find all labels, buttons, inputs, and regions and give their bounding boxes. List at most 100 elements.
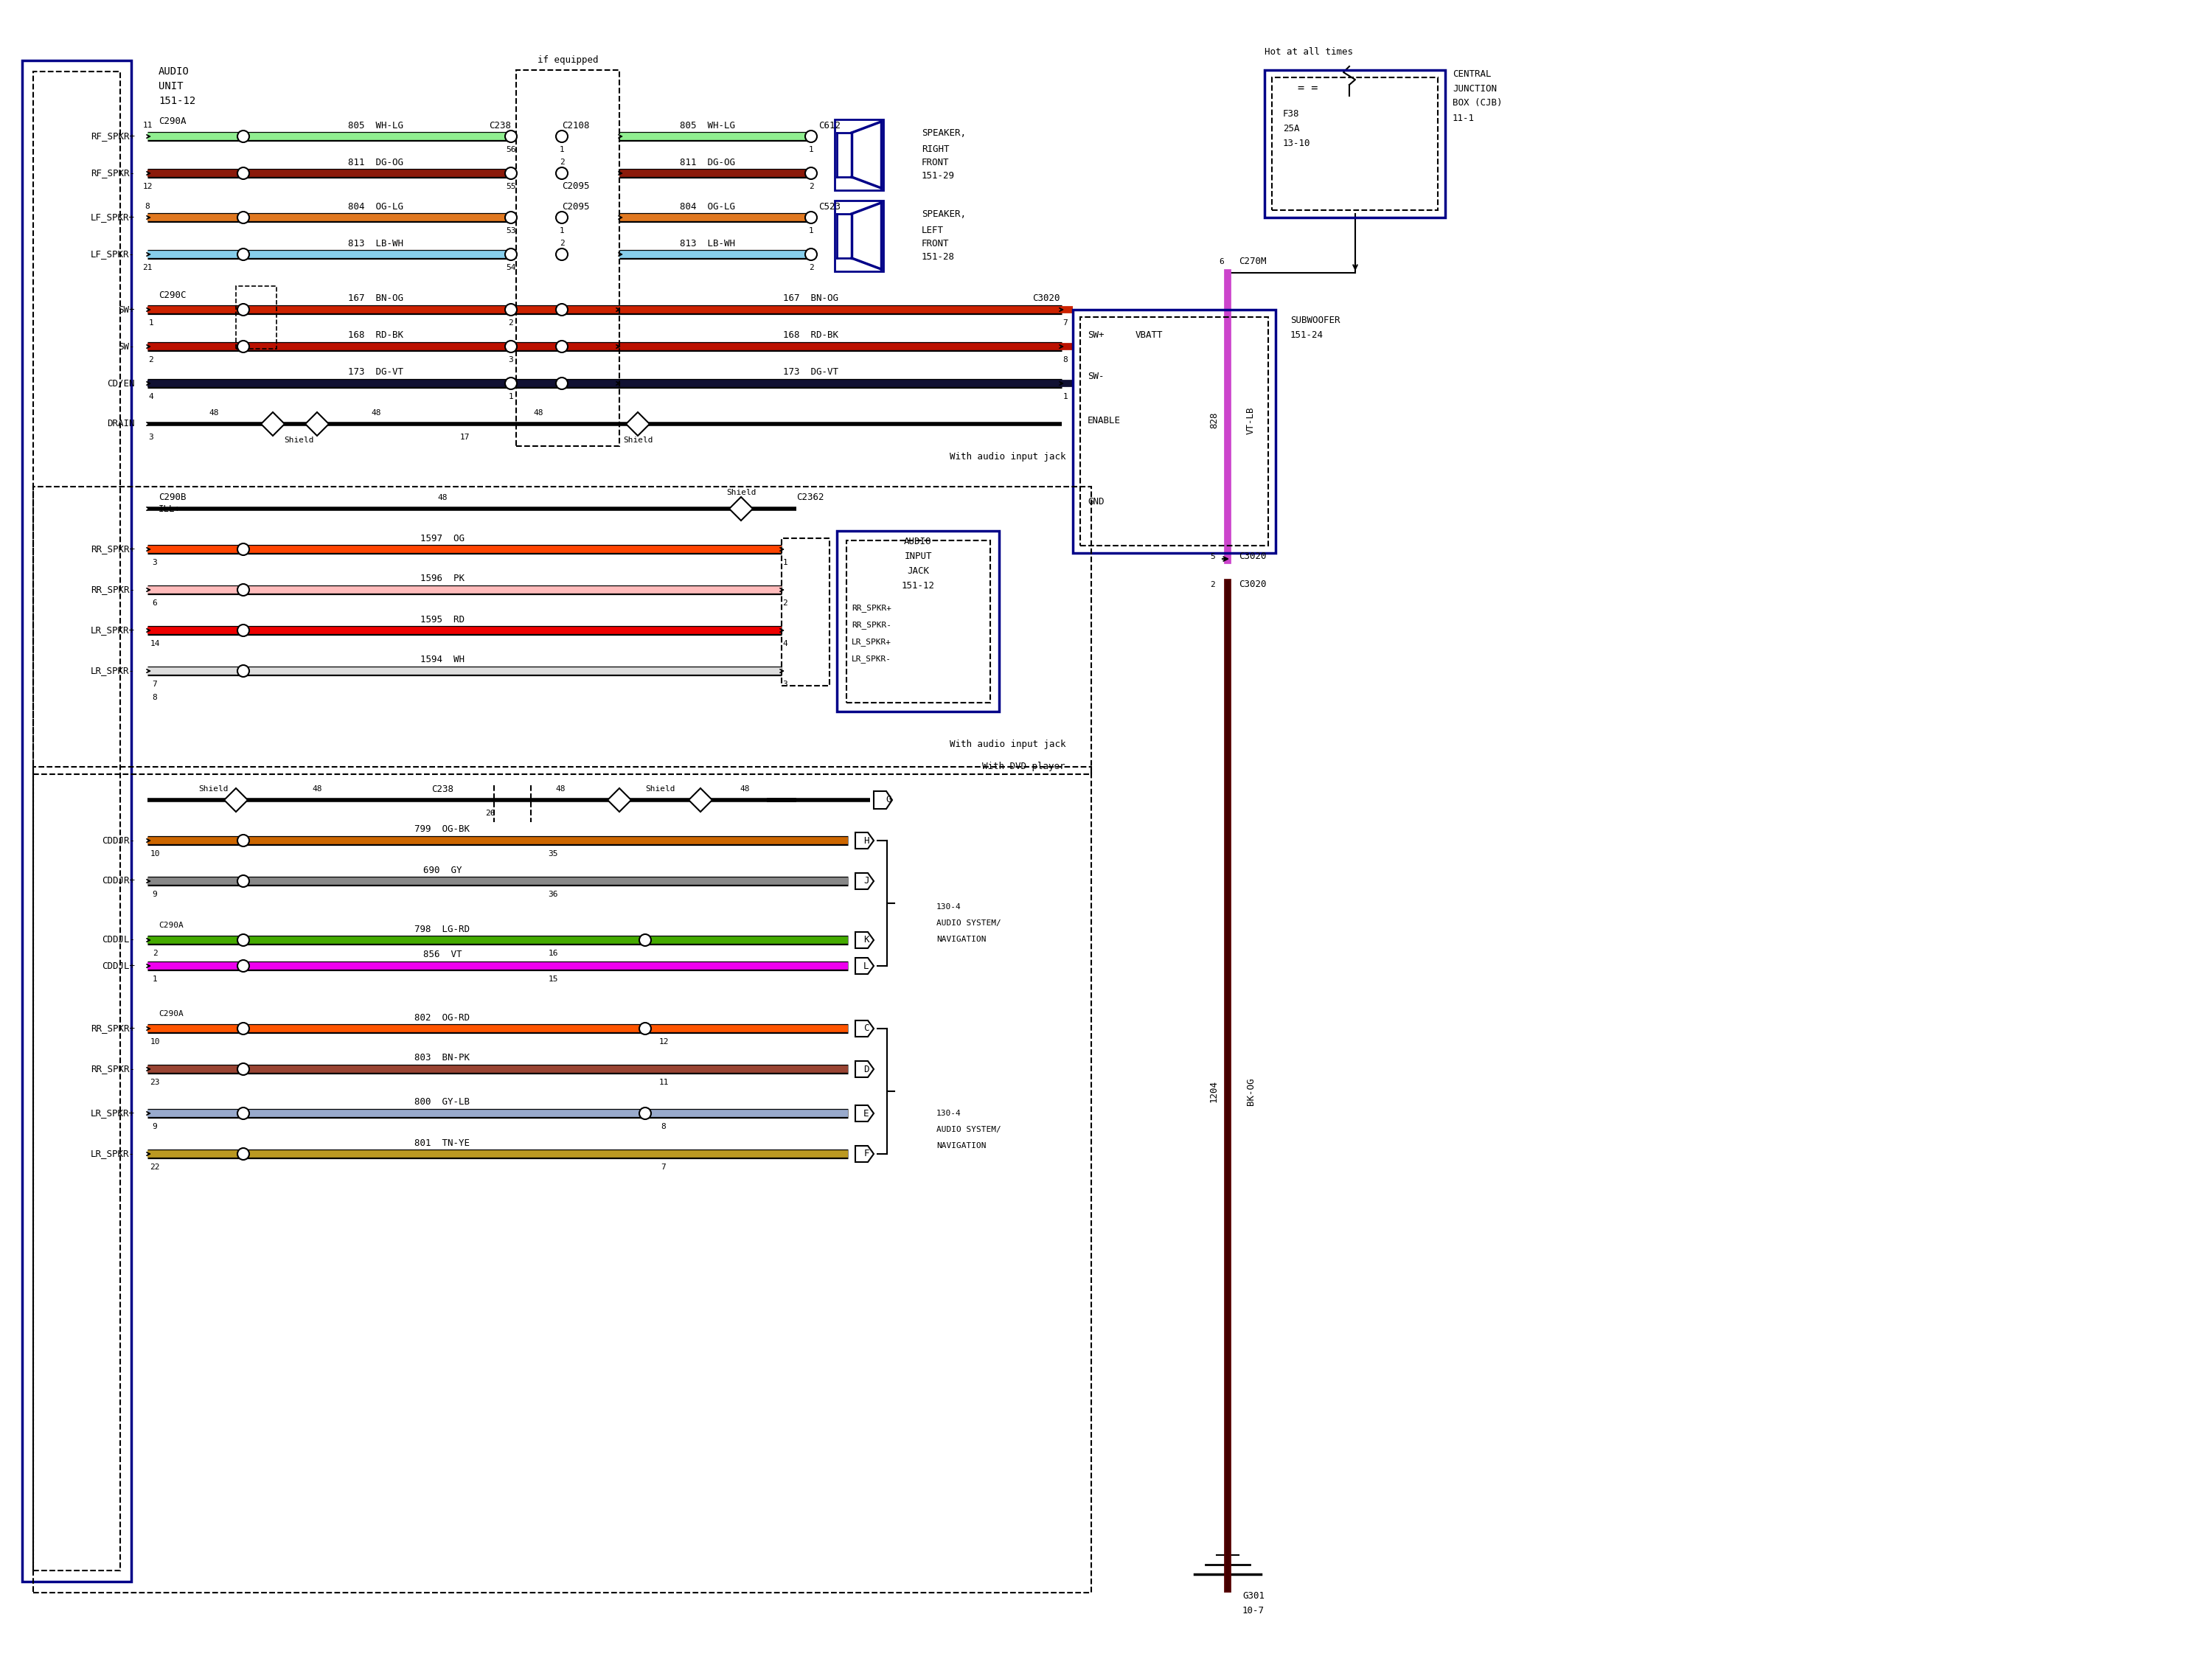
Text: C2095: C2095 <box>562 202 588 211</box>
Text: Hot at all times: Hot at all times <box>1265 46 1354 56</box>
Text: 4: 4 <box>148 393 153 400</box>
Text: 798  LG-RD: 798 LG-RD <box>416 924 469 934</box>
Text: C: C <box>863 1024 869 1034</box>
Text: 6: 6 <box>153 599 157 607</box>
Text: SW-: SW- <box>119 342 135 352</box>
Polygon shape <box>261 411 285 436</box>
Polygon shape <box>856 932 874 949</box>
Text: 4: 4 <box>783 640 787 647</box>
Text: BOX (CJB): BOX (CJB) <box>1453 98 1502 108</box>
Text: Shield: Shield <box>646 785 675 793</box>
Text: 173  DG-VT: 173 DG-VT <box>349 368 403 377</box>
Text: SPEAKER,: SPEAKER, <box>922 128 967 138</box>
Text: FRONT: FRONT <box>922 158 949 168</box>
Text: With audio input jack: With audio input jack <box>949 453 1066 461</box>
Text: 8: 8 <box>146 202 150 211</box>
Polygon shape <box>856 1062 874 1077</box>
Text: FRONT: FRONT <box>922 239 949 249</box>
Text: Shield: Shield <box>283 436 314 445</box>
Text: CDDJR-: CDDJR- <box>102 836 135 846</box>
Bar <box>33 71 119 1571</box>
Text: 9: 9 <box>153 1123 157 1130</box>
Text: RR_SPKR+: RR_SPKR+ <box>852 604 891 612</box>
Text: LR_SPKR-: LR_SPKR- <box>91 667 135 675</box>
Text: VBATT: VBATT <box>1135 330 1164 340</box>
Text: 3: 3 <box>783 680 787 688</box>
Text: NAVIGATION: NAVIGATION <box>936 936 987 942</box>
Text: 3: 3 <box>509 357 513 363</box>
Bar <box>33 766 1091 1593</box>
Text: C523: C523 <box>818 202 841 211</box>
Circle shape <box>555 340 568 352</box>
Text: 9: 9 <box>153 891 157 898</box>
Circle shape <box>237 624 250 637</box>
Text: CDDJL-: CDDJL- <box>102 936 135 946</box>
Text: With audio input jack: With audio input jack <box>949 740 1066 750</box>
Bar <box>515 70 619 446</box>
Circle shape <box>237 1022 250 1035</box>
Text: 1: 1 <box>810 227 814 234</box>
Text: 10-7: 10-7 <box>1243 1606 1265 1616</box>
Bar <box>237 285 276 348</box>
Text: 805  WH-LG: 805 WH-LG <box>349 121 403 129</box>
Text: JACK: JACK <box>907 567 929 576</box>
Text: AUDIO: AUDIO <box>159 66 190 76</box>
Text: 22: 22 <box>150 1163 159 1171</box>
Text: CD/EN: CD/EN <box>106 378 135 388</box>
Text: Shield: Shield <box>624 436 653 445</box>
Text: CDDJL+: CDDJL+ <box>102 961 135 971</box>
Text: 1: 1 <box>810 146 814 153</box>
Text: 36: 36 <box>549 891 557 898</box>
Circle shape <box>237 1108 250 1120</box>
Text: RF_SPKR+: RF_SPKR+ <box>91 131 135 141</box>
Text: 11: 11 <box>142 121 153 129</box>
Text: 151-12: 151-12 <box>159 96 195 106</box>
Polygon shape <box>856 833 874 849</box>
Text: C612: C612 <box>818 121 841 129</box>
Polygon shape <box>626 411 650 436</box>
Polygon shape <box>305 411 330 436</box>
Text: RIGHT: RIGHT <box>922 144 949 154</box>
Bar <box>834 119 883 191</box>
Circle shape <box>504 249 518 260</box>
Text: RR_SPKR+: RR_SPKR+ <box>91 544 135 554</box>
Polygon shape <box>856 873 874 889</box>
Text: C3020: C3020 <box>1239 581 1265 589</box>
Text: 15: 15 <box>549 975 557 982</box>
Circle shape <box>555 168 568 179</box>
Circle shape <box>555 249 568 260</box>
Circle shape <box>237 131 250 143</box>
Text: 1596  PK: 1596 PK <box>420 574 465 584</box>
Text: CDDJR+: CDDJR+ <box>102 876 135 886</box>
Text: RR_SPKR-: RR_SPKR- <box>91 1065 135 1073</box>
Text: C238: C238 <box>431 785 453 793</box>
Bar <box>1272 78 1438 211</box>
Text: 3: 3 <box>148 433 153 441</box>
Text: 168  RD-BK: 168 RD-BK <box>783 330 838 340</box>
Bar <box>781 538 830 685</box>
Text: 56: 56 <box>507 146 515 153</box>
Text: 35: 35 <box>549 849 557 858</box>
Circle shape <box>639 1108 650 1120</box>
Text: 805  WH-LG: 805 WH-LG <box>681 121 734 129</box>
Text: 21: 21 <box>142 264 153 272</box>
Text: AUDIO SYSTEM/: AUDIO SYSTEM/ <box>936 919 1002 927</box>
Text: 799  OG-BK: 799 OG-BK <box>416 825 469 834</box>
Text: 3: 3 <box>153 559 157 566</box>
Text: 804  OG-LG: 804 OG-LG <box>349 202 403 211</box>
Circle shape <box>555 304 568 315</box>
Circle shape <box>237 934 250 946</box>
Text: 168  RD-BK: 168 RD-BK <box>349 330 403 340</box>
Circle shape <box>237 304 250 315</box>
Text: 2: 2 <box>810 182 814 191</box>
Text: 8: 8 <box>153 693 157 702</box>
Text: 2: 2 <box>810 264 814 272</box>
Text: LF_SPKR-: LF_SPKR- <box>91 249 135 259</box>
Text: SUBWOOFER: SUBWOOFER <box>1290 315 1340 325</box>
Text: 2: 2 <box>560 159 564 166</box>
Text: 8: 8 <box>661 1123 666 1130</box>
Text: 2: 2 <box>509 319 513 327</box>
Circle shape <box>555 131 568 143</box>
Text: SPEAKER,: SPEAKER, <box>922 209 967 219</box>
Text: 55: 55 <box>507 182 515 191</box>
